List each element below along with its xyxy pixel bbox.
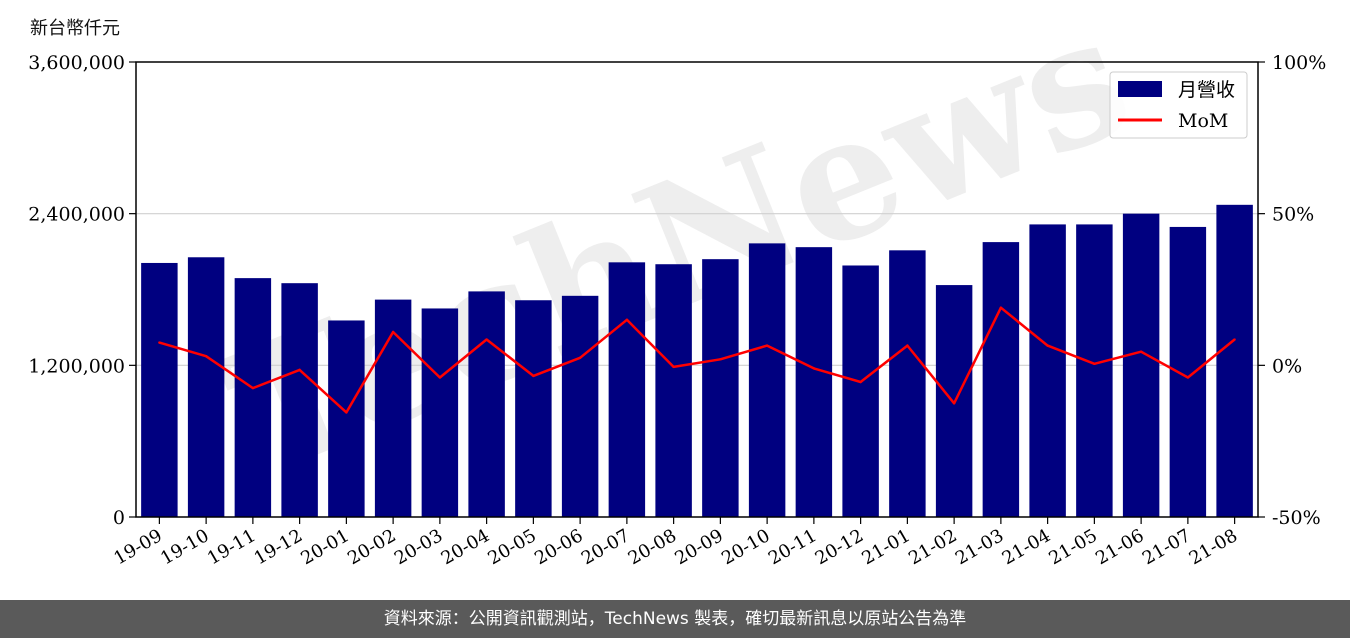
revenue-bar: [234, 278, 272, 517]
x-tick-label: 21-06: [1092, 525, 1147, 569]
mom-point: [1093, 362, 1096, 366]
mom-point: [391, 330, 395, 334]
legend: 月營收 MoM: [1109, 71, 1248, 139]
mom-point: [1046, 344, 1049, 347]
plot-frame: [135, 61, 1259, 518]
revenue-bar: [748, 243, 786, 518]
mom-point: [625, 318, 629, 322]
mom-point: [1186, 376, 1190, 379]
revenue-bar: [187, 257, 225, 517]
revenue-bar: [1122, 213, 1160, 517]
gridlines: [136, 213, 1258, 366]
left-tick-label: 1,200,000: [28, 355, 125, 377]
x-tick-label: 20-06: [531, 525, 586, 569]
mom-point: [859, 380, 862, 384]
mom-point: [952, 402, 956, 405]
mom-point: [485, 338, 488, 341]
mom-point: [672, 365, 675, 369]
right-tick-label: -50%: [1272, 507, 1321, 529]
mom-point: [578, 356, 582, 359]
revenue-bar: [515, 300, 552, 517]
x-tick-label: 20-09: [671, 525, 726, 569]
x-tick-label: 21-07: [1139, 525, 1194, 569]
x-tick-label: 20-02: [344, 525, 399, 569]
revenue-bar: [702, 259, 739, 517]
revenue-bar: [1029, 224, 1066, 517]
revenue-bar: [141, 262, 178, 517]
x-tick-label: 20-12: [812, 525, 867, 569]
x-tick-label: 20-05: [484, 525, 539, 569]
revenue-bar: [795, 247, 833, 517]
mom-point: [298, 368, 301, 372]
x-tick-label: 20-11: [765, 525, 820, 569]
mom-point: [1233, 338, 1236, 341]
y-axis-unit-label: 新台幣仟元: [30, 18, 120, 39]
mom-line: [158, 306, 1236, 414]
x-tick-label: 21-05: [1045, 525, 1100, 569]
x-tick-label: 21-01: [858, 525, 913, 569]
revenue-bar: [608, 262, 646, 517]
right-tick-label: 100%: [1272, 52, 1326, 74]
mom-point: [204, 355, 208, 358]
revenue-bar: [1216, 204, 1253, 517]
revenue-bar: [842, 265, 879, 517]
x-tick-label: 19-11: [204, 525, 259, 569]
revenue-bar: [982, 242, 1020, 517]
revenue-bar: [1076, 224, 1113, 517]
revenue-bar: [1169, 226, 1207, 517]
legend-swatch-bar: [1118, 81, 1162, 97]
left-tick-label: 0: [113, 507, 125, 529]
x-tick-label: 19-12: [251, 525, 306, 569]
x-tick-label: 20-03: [391, 525, 446, 569]
mom-point: [158, 341, 161, 344]
revenue-chart: TechNews 01,200,0002,400,0003,600,000-50…: [28, 0, 1326, 569]
revenue-bar: [889, 250, 926, 517]
x-tick-label: 20-07: [578, 525, 633, 569]
x-tick-label: 20-04: [438, 525, 493, 569]
revenue-bar: [421, 308, 459, 517]
x-tick-label: 19-10: [157, 525, 212, 569]
mom-point: [906, 344, 909, 347]
revenue-bar: [655, 264, 692, 517]
revenue-bar: [374, 299, 412, 517]
right-tick-label: 0%: [1272, 355, 1302, 377]
mom-point: [251, 386, 255, 390]
mom-line-path: [159, 306, 1236, 414]
left-tick-label: 3,600,000: [28, 52, 125, 74]
mom-point: [532, 374, 535, 378]
mom-point: [438, 376, 442, 379]
revenue-bar: [281, 283, 318, 517]
x-tick-label: 21-02: [905, 525, 960, 569]
left-tick-label: 2,400,000: [28, 204, 125, 226]
x-tick-label: 19-09: [110, 525, 165, 569]
bars: [141, 204, 1253, 518]
x-tick-label: 20-01: [297, 525, 352, 569]
mom-point: [719, 358, 722, 361]
revenue-bar: [561, 295, 599, 517]
legend-label-revenue: 月營收: [1178, 79, 1235, 101]
x-tick-label: 21-08: [1186, 525, 1241, 569]
x-tick-label: 21-03: [952, 525, 1007, 569]
x-tick-label: 20-08: [625, 525, 680, 569]
mom-point: [812, 367, 816, 370]
mom-point: [1139, 350, 1143, 353]
revenue-bar: [468, 291, 505, 517]
mom-point: [999, 306, 1003, 309]
x-tick-label: 21-04: [999, 525, 1054, 569]
legend-label-mom: MoM: [1178, 110, 1228, 132]
x-tick-label: 20-10: [718, 525, 773, 569]
source-footer: 資料來源：公開資訊觀測站，TechNews 製表，確切最新訊息以原站公告為準: [0, 600, 1350, 638]
revenue-bar: [328, 320, 365, 517]
mom-point: [345, 411, 348, 414]
mom-point: [765, 344, 769, 347]
right-tick-label: 50%: [1272, 204, 1314, 226]
